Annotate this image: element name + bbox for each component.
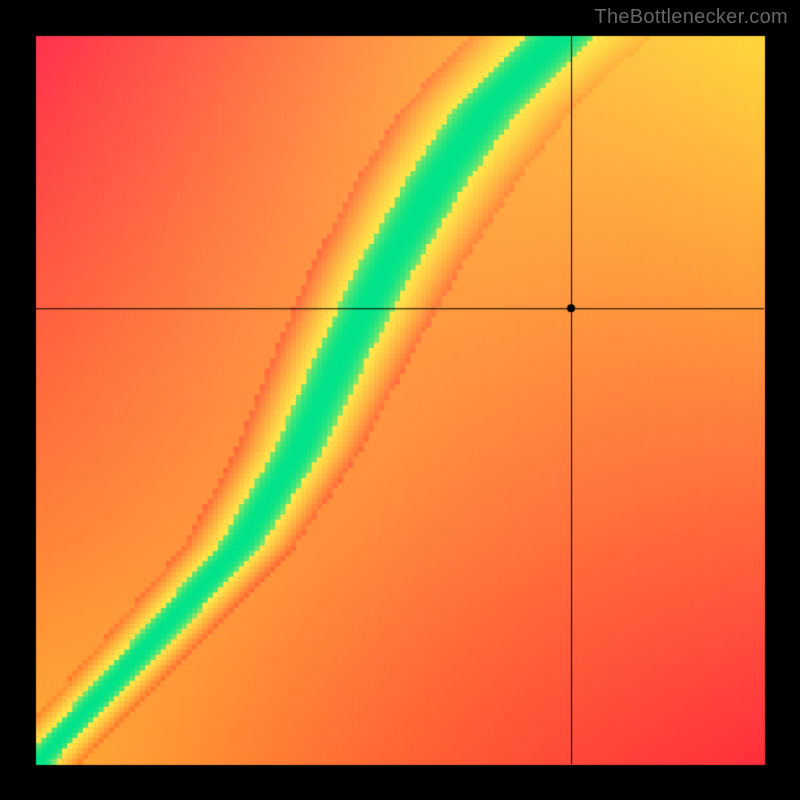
chart-container: TheBottlenecker.com <box>0 0 800 800</box>
bottleneck-heatmap <box>0 0 800 800</box>
watermark-text: TheBottlenecker.com <box>594 6 788 29</box>
